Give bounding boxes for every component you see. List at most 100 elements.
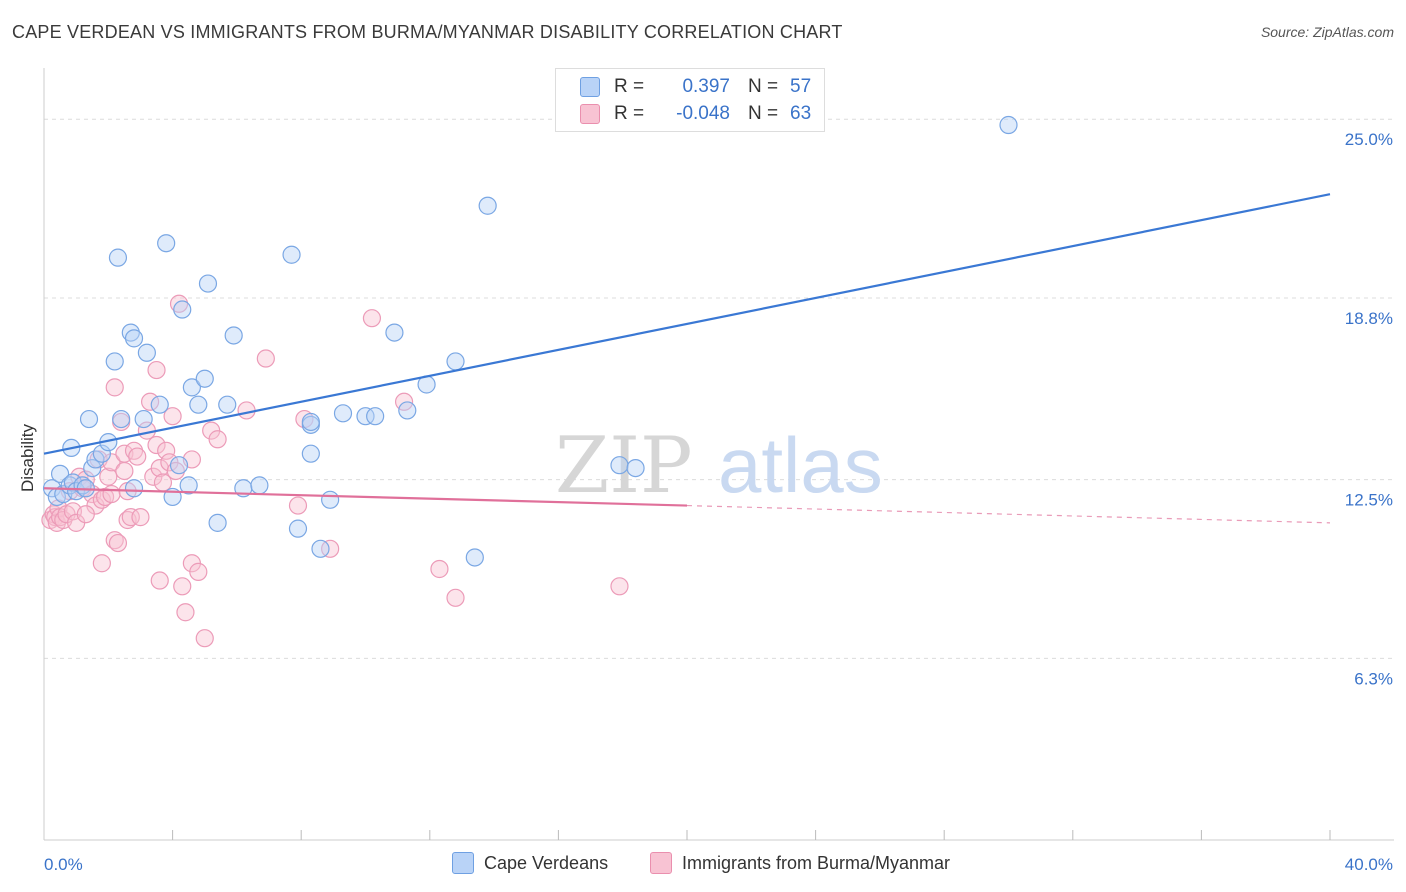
cape-verdean-point bbox=[385, 323, 404, 342]
cape-verdean-point bbox=[999, 115, 1018, 135]
cape-verdean-point bbox=[112, 409, 131, 429]
burma-point bbox=[362, 309, 382, 328]
cape-verdean-point bbox=[195, 369, 214, 388]
x-tick-label: 40.0% bbox=[1345, 855, 1393, 874]
cape-verdean-point bbox=[465, 548, 484, 567]
cape-verdean-point bbox=[301, 444, 320, 463]
burma-point bbox=[128, 447, 147, 466]
y-tick-label: 18.8% bbox=[1345, 309, 1393, 328]
burma-point bbox=[131, 508, 150, 527]
cape-verdean-point bbox=[610, 456, 629, 475]
legend-item-burma: Immigrants from Burma/Myanmar bbox=[650, 852, 950, 874]
cape-verdean-point bbox=[333, 404, 353, 423]
burma-point bbox=[430, 559, 449, 579]
burma-point bbox=[169, 294, 189, 313]
r-label: R = bbox=[614, 76, 645, 97]
burma-point bbox=[189, 562, 208, 581]
cape-verdean-point bbox=[169, 456, 189, 475]
burma-point bbox=[124, 441, 144, 460]
legend-label: Cape Verdeans bbox=[484, 852, 609, 873]
cape-verdean-point bbox=[179, 476, 198, 495]
blue-swatch bbox=[580, 77, 600, 97]
watermark-atlas: atlas bbox=[718, 421, 883, 509]
y-axis-title: Disability bbox=[18, 423, 37, 492]
cape-verdean-point bbox=[250, 476, 269, 495]
watermark-zip: ZIP bbox=[555, 421, 693, 511]
source-label: Source: ZipAtlas.com bbox=[1260, 24, 1394, 40]
cape-verdean-point bbox=[157, 234, 176, 253]
chart-title: CAPE VERDEAN VS IMMIGRANTS FROM BURMA/MY… bbox=[12, 22, 843, 42]
stats-box: R = 0.397 N = 57 R = -0.048 N = 63 bbox=[555, 68, 825, 132]
cape-verdean-point bbox=[173, 300, 192, 319]
cape-verdean-point bbox=[182, 378, 201, 397]
n-label: N = bbox=[748, 103, 779, 124]
burma-point bbox=[115, 461, 134, 481]
grid-lines bbox=[44, 118, 1394, 659]
burma-point bbox=[92, 490, 111, 509]
y-tick-label: 6.3% bbox=[1354, 669, 1393, 688]
burma-point bbox=[99, 467, 118, 486]
cape-verdean-point bbox=[478, 196, 497, 215]
cape-verdean-point bbox=[288, 519, 308, 538]
cape-verdean-point bbox=[105, 352, 124, 371]
burma-point bbox=[237, 401, 256, 420]
cape-verdean-point bbox=[150, 395, 169, 414]
burma-point bbox=[195, 629, 214, 648]
cape-verdean-point bbox=[79, 409, 99, 429]
cape-verdean-point bbox=[92, 444, 111, 463]
stats-row-pink: R = -0.048 N = 63 bbox=[580, 100, 811, 128]
cape-verdean-point bbox=[198, 274, 218, 293]
burma-point bbox=[321, 539, 340, 558]
r-label: R = bbox=[614, 103, 645, 124]
burma-point bbox=[121, 508, 140, 527]
cape-verdean-point bbox=[356, 407, 375, 426]
burma-point bbox=[108, 533, 128, 553]
burma-point bbox=[256, 349, 275, 368]
cape-verdean-point bbox=[446, 352, 465, 371]
cape-verdean-point bbox=[626, 458, 645, 478]
n-label: N = bbox=[748, 76, 779, 97]
y-tick-label: 12.5% bbox=[1345, 491, 1393, 510]
burma-point bbox=[150, 571, 169, 590]
burma-point bbox=[176, 603, 195, 622]
cape-verdean-point bbox=[366, 407, 385, 426]
cape-verdean-point bbox=[224, 326, 243, 345]
burma-point bbox=[147, 435, 166, 455]
n-value: 57 bbox=[790, 76, 812, 97]
burma-point bbox=[105, 531, 124, 550]
burma-point bbox=[288, 496, 308, 515]
cape-verdean-point bbox=[121, 323, 140, 342]
cape-verdean-point bbox=[124, 329, 144, 348]
burma-point bbox=[173, 577, 192, 596]
trend-line-cape-verdean bbox=[43, 193, 1331, 455]
burma-point bbox=[163, 407, 182, 426]
burma-point bbox=[157, 441, 176, 460]
legend-item-cape-verdeans: Cape Verdeans bbox=[452, 852, 608, 874]
r-value: -0.048 bbox=[676, 103, 730, 124]
stats-row-blue: R = 0.397 N = 57 bbox=[580, 73, 811, 101]
pink-swatch bbox=[580, 104, 600, 124]
cape-verdean-point bbox=[134, 409, 153, 429]
axes bbox=[43, 68, 1394, 841]
cape-verdean-point bbox=[321, 490, 340, 509]
cape-verdean-point bbox=[218, 395, 237, 414]
burma-point bbox=[147, 360, 166, 380]
x-tick-label: 0.0% bbox=[44, 855, 83, 874]
cape-verdean-point bbox=[398, 401, 417, 420]
cape-verdean-point bbox=[282, 245, 301, 264]
cape-verdean-point bbox=[124, 479, 144, 498]
burma-point bbox=[446, 588, 465, 607]
trend-lines bbox=[43, 193, 1331, 524]
burma-point bbox=[166, 461, 185, 481]
trend-line-burma bbox=[43, 487, 688, 507]
legend-blue-swatch bbox=[452, 852, 474, 874]
burma-point bbox=[208, 430, 227, 449]
r-value: 0.397 bbox=[682, 76, 730, 97]
y-tick-label: 25.0% bbox=[1345, 130, 1393, 149]
burma-point bbox=[92, 554, 111, 573]
cape-verdean-point bbox=[208, 513, 227, 532]
cape-verdean-point bbox=[108, 248, 128, 267]
legend-pink-swatch bbox=[650, 852, 672, 874]
cape-verdean-point bbox=[311, 539, 330, 558]
